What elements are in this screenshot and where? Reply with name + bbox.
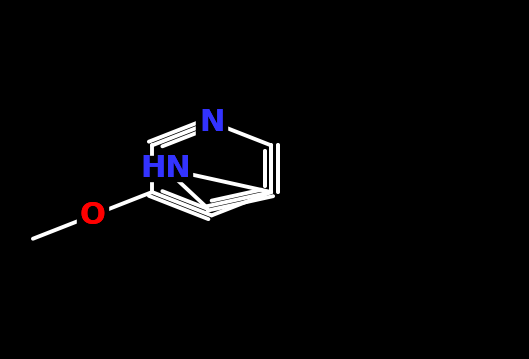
Bar <box>196 109 227 135</box>
Text: HN: HN <box>140 154 191 183</box>
Text: HN: HN <box>140 154 191 183</box>
Text: O: O <box>79 201 105 230</box>
Text: O: O <box>79 201 105 230</box>
Text: N: N <box>199 108 224 136</box>
Bar <box>77 203 108 228</box>
Text: N: N <box>199 108 224 136</box>
Bar <box>139 156 192 181</box>
